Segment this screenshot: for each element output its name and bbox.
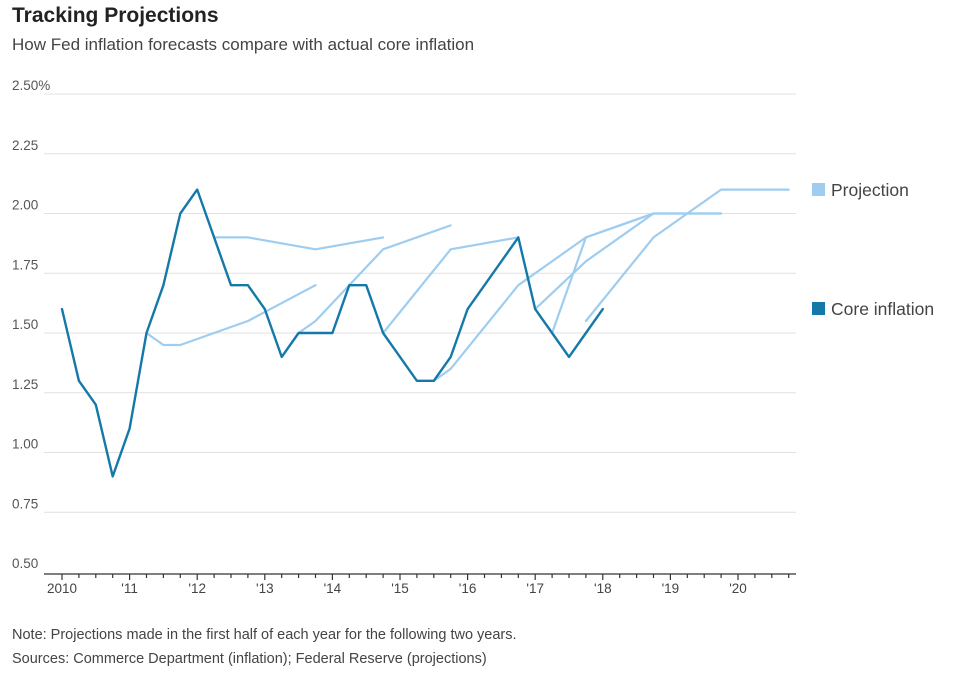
legend: Projection Core inflation [812,180,934,319]
chart-title: Tracking Projections [12,4,219,27]
y-axis-tick-labels: 0.50 0.75 1.00 1.25 1.50 1.75 2.00 2.25 2.50% [12,78,50,571]
x-tick-label: 2010 [47,581,77,596]
y-tick-label: 0.50 [12,556,38,571]
y-tick-label: 1.00 [12,437,38,452]
projection-line [584,188,790,323]
sources-note: Sources: Commerce Department (inflation)… [12,651,487,667]
x-tick-label: '14 [324,581,342,596]
y-tick-label: 1.25 [12,377,38,392]
y-tick-label: 2.25 [12,138,38,153]
projection-line [534,212,723,311]
x-tick-label: '17 [526,581,544,596]
y-tick-label: 1.75 [12,257,38,272]
grid-lines [44,93,796,513]
projection-line [382,236,520,335]
x-axis: 2010 '11 '12 '13 '14 '15 '16 '17 '18 '19 '20 [44,573,796,596]
core-inflation-line [60,188,604,478]
y-tick-label: 2.50% [12,78,50,93]
x-tick-label: '15 [391,581,409,596]
y-tick-label: 2.00 [12,198,38,213]
y-tick-label: 1.50 [12,317,38,332]
projection-line [432,212,655,382]
projection-line [145,284,317,347]
core-inflation-series [60,188,604,478]
x-tick-label: '11 [121,581,138,596]
x-tick-label: '20 [729,581,747,596]
x-tick-label: '16 [459,581,477,596]
x-tick-label: '12 [188,581,206,596]
x-tick-label: '18 [594,581,612,596]
footnote: Note: Projections made in the first half… [12,627,517,643]
chart-subtitle: How Fed inflation forecasts compare with… [12,35,475,54]
x-tick-label: '19 [662,581,680,596]
legend-label: Core inflation [831,299,934,319]
projection-line [213,236,385,251]
projection-series [145,188,790,382]
x-tick-label: '13 [256,581,274,596]
y-tick-label: 0.75 [12,496,38,511]
legend-swatch [812,302,825,315]
legend-swatch [812,183,825,196]
legend-label: Projection [831,180,909,200]
